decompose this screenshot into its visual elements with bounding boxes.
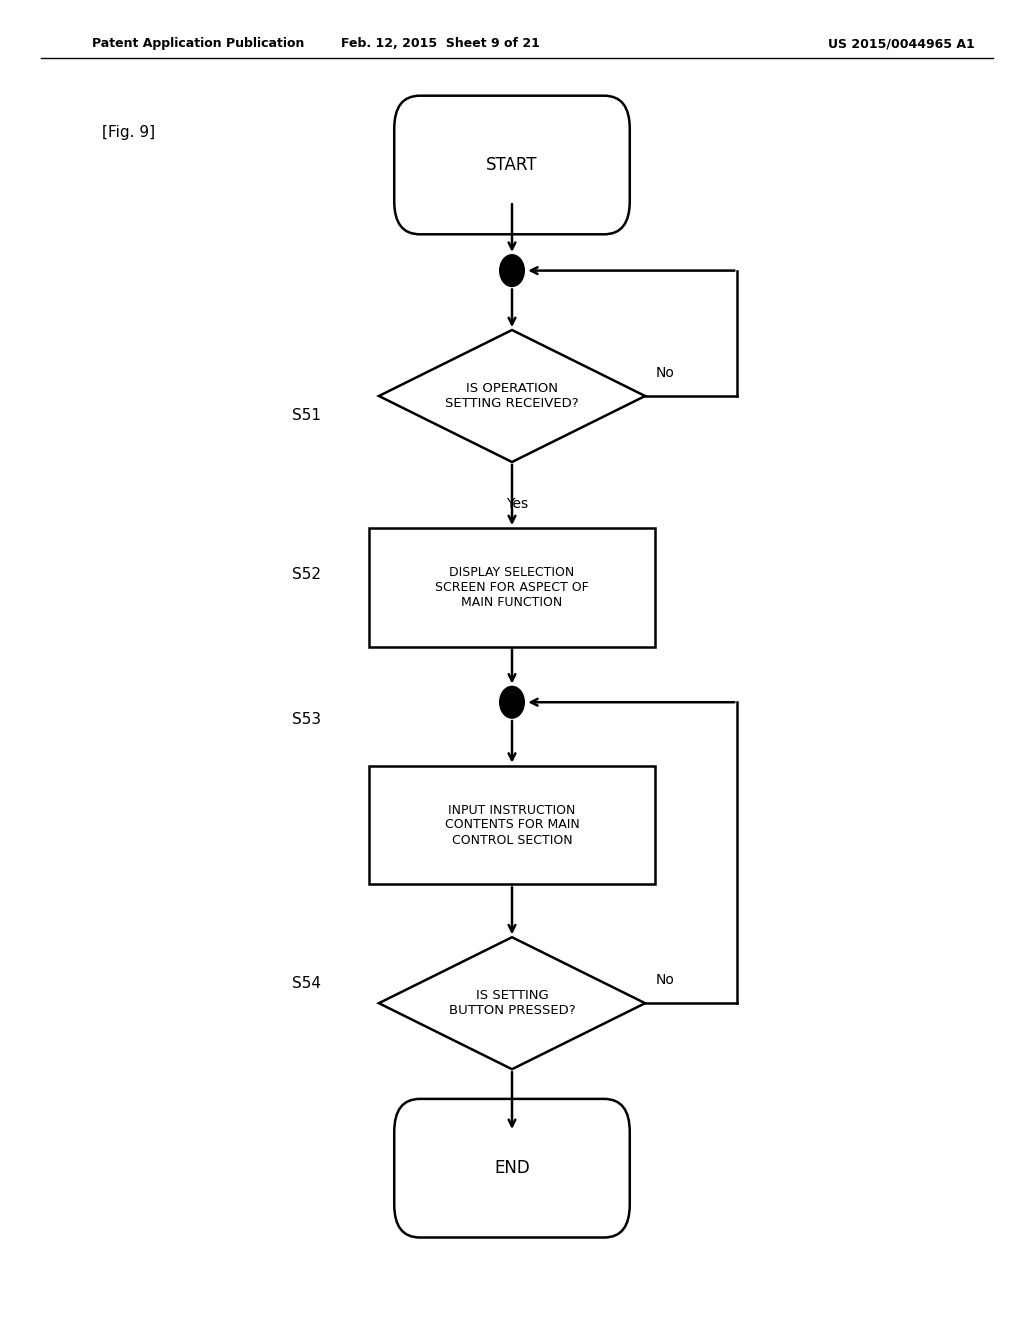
FancyBboxPatch shape (394, 1098, 630, 1238)
FancyBboxPatch shape (394, 96, 630, 235)
Text: US 2015/0044965 A1: US 2015/0044965 A1 (827, 37, 975, 50)
Circle shape (500, 255, 524, 286)
Polygon shape (379, 330, 645, 462)
Text: DISPLAY SELECTION
SCREEN FOR ASPECT OF
MAIN FUNCTION: DISPLAY SELECTION SCREEN FOR ASPECT OF M… (435, 566, 589, 609)
Text: No: No (655, 973, 674, 987)
Text: Feb. 12, 2015  Sheet 9 of 21: Feb. 12, 2015 Sheet 9 of 21 (341, 37, 540, 50)
Text: INPUT INSTRUCTION
CONTENTS FOR MAIN
CONTROL SECTION: INPUT INSTRUCTION CONTENTS FOR MAIN CONT… (444, 804, 580, 846)
Text: START: START (486, 156, 538, 174)
Text: IS OPERATION
SETTING RECEIVED?: IS OPERATION SETTING RECEIVED? (445, 381, 579, 411)
Bar (369, 528, 655, 647)
Polygon shape (379, 937, 645, 1069)
Text: S53: S53 (292, 711, 321, 727)
Text: [Fig. 9]: [Fig. 9] (102, 124, 156, 140)
Text: S52: S52 (292, 566, 321, 582)
Text: END: END (495, 1159, 529, 1177)
Bar (369, 766, 655, 884)
Text: IS SETTING
BUTTON PRESSED?: IS SETTING BUTTON PRESSED? (449, 989, 575, 1018)
Text: Yes: Yes (506, 498, 528, 511)
Text: Patent Application Publication: Patent Application Publication (92, 37, 304, 50)
Text: S51: S51 (292, 408, 321, 424)
Text: No: No (655, 366, 674, 380)
Circle shape (500, 686, 524, 718)
Text: S54: S54 (292, 975, 321, 991)
